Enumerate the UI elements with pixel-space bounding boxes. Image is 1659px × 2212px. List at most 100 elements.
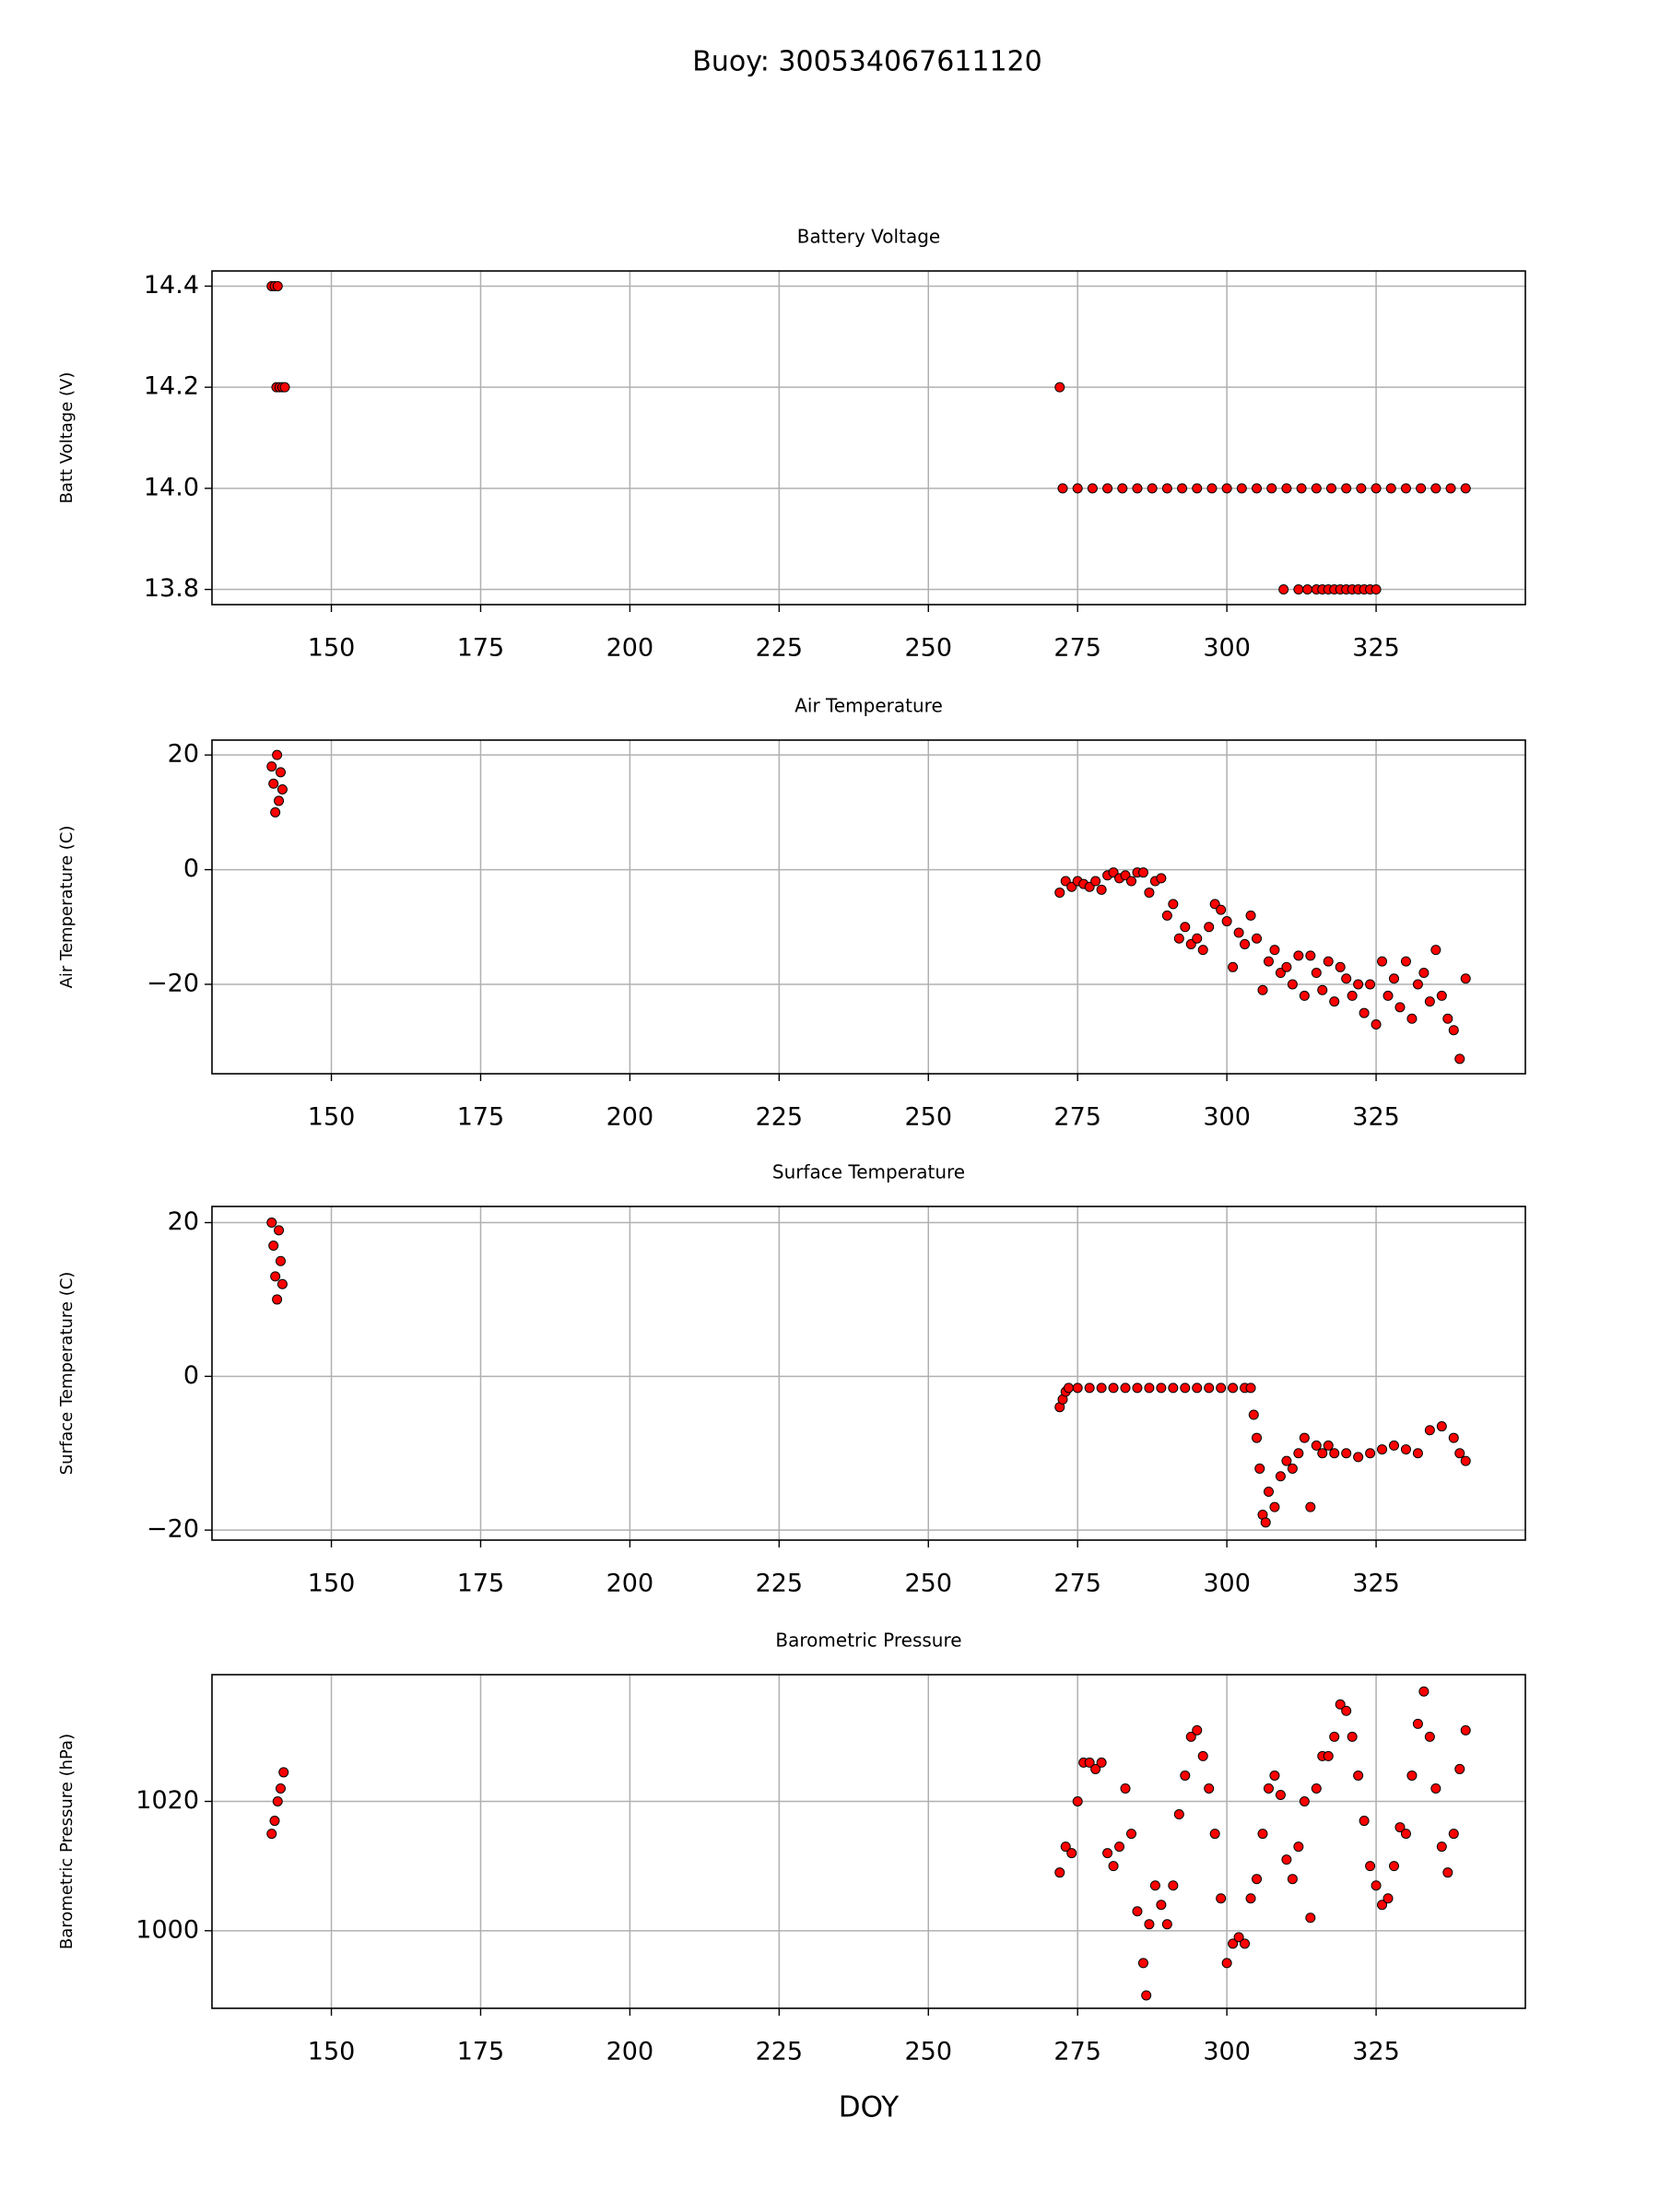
data-point	[272, 749, 283, 760]
x-tick-label: 150	[308, 634, 356, 663]
x-tick-label: 275	[1053, 1103, 1101, 1132]
data-point	[268, 1241, 279, 1252]
data-point	[1096, 1757, 1107, 1768]
data-point	[266, 1829, 277, 1840]
data-point	[1216, 1382, 1227, 1394]
data-point	[1353, 1770, 1364, 1781]
data-point	[1311, 483, 1322, 494]
data-point	[1054, 887, 1065, 898]
data-point	[1430, 483, 1441, 494]
data-point	[1240, 1938, 1251, 1949]
data-point	[1252, 1432, 1263, 1443]
data-point	[1102, 1848, 1113, 1859]
data-point	[1087, 483, 1098, 494]
data-point	[1228, 961, 1239, 972]
data-point	[1245, 1893, 1256, 1904]
x-tick-label: 175	[457, 2038, 505, 2066]
data-point	[1269, 1501, 1280, 1512]
data-point	[1072, 1796, 1083, 1807]
data-point	[1060, 1841, 1071, 1853]
data-point	[1406, 1770, 1418, 1781]
x-tick-label: 250	[904, 1103, 952, 1132]
data-point	[1412, 1448, 1423, 1459]
data-point	[1377, 956, 1388, 967]
data-point	[1204, 922, 1215, 933]
x-tick-label: 150	[308, 1570, 356, 1598]
data-point	[1400, 1444, 1411, 1455]
x-tick-label: 300	[1203, 1570, 1251, 1598]
data-point	[1132, 483, 1143, 494]
data-point	[1460, 483, 1471, 494]
data-point	[1263, 1783, 1274, 1794]
data-point	[1114, 1841, 1125, 1853]
data-point	[1102, 483, 1113, 494]
data-point	[1072, 483, 1083, 494]
data-point	[266, 761, 277, 772]
subplot: Air Temperature Air Temperature (C) 150 175…	[57, 695, 1526, 1132]
data-point	[1287, 1463, 1298, 1474]
data-point	[1161, 483, 1172, 494]
data-point	[1260, 1517, 1271, 1528]
data-point	[1382, 990, 1394, 1001]
x-tick-label: 225	[756, 1570, 804, 1598]
data-point	[1317, 984, 1328, 995]
y-axis-label: Air Temperature (C)	[57, 826, 76, 989]
x-tick-label: 275	[1053, 634, 1101, 663]
data-point	[1054, 1867, 1065, 1878]
data-point	[1353, 979, 1364, 990]
data-point	[1132, 1906, 1143, 1917]
y-axis-label: Surface Temperature (C)	[57, 1272, 76, 1476]
y-axis-label: Barometric Pressure (hPa)	[57, 1734, 76, 1949]
data-point	[1263, 1486, 1274, 1497]
data-point	[1090, 1763, 1101, 1774]
data-point	[1281, 483, 1292, 494]
data-point	[1257, 984, 1268, 995]
data-point	[1233, 1932, 1244, 1943]
x-tick-label: 250	[904, 634, 952, 663]
data-point	[1293, 1841, 1304, 1853]
data-point	[1192, 1724, 1203, 1735]
data-point	[1204, 1382, 1215, 1394]
data-point	[1382, 1893, 1394, 1904]
data-point	[1168, 899, 1179, 910]
data-point	[1072, 1382, 1083, 1394]
axes-frame	[211, 270, 1526, 606]
subplot: Surface Temperature Surface Temperature (…	[57, 1161, 1526, 1598]
data-point	[1144, 1382, 1155, 1394]
data-point	[1323, 1440, 1334, 1451]
data-point	[274, 1225, 285, 1236]
x-tick-label: 175	[457, 1103, 505, 1132]
data-point	[1341, 483, 1352, 494]
data-point	[1137, 867, 1148, 878]
data-point	[1057, 483, 1068, 494]
data-point	[1228, 1938, 1239, 1949]
data-point	[1424, 1731, 1435, 1742]
data-point	[1335, 961, 1346, 972]
data-point	[1156, 1382, 1167, 1394]
data-point	[1442, 1013, 1453, 1024]
x-tick-label: 300	[1203, 1103, 1251, 1132]
data-point	[1389, 1861, 1399, 1872]
data-point	[1416, 483, 1427, 494]
data-point	[1281, 1854, 1292, 1865]
data-point	[1192, 933, 1203, 944]
data-point	[1299, 1796, 1310, 1807]
data-point	[1371, 584, 1382, 595]
data-point	[275, 767, 286, 778]
data-point	[1185, 1731, 1196, 1742]
data-point	[1197, 1750, 1208, 1761]
data-point	[1365, 1861, 1376, 1872]
y-tick-label: 14.2	[144, 372, 199, 401]
data-point	[1252, 483, 1263, 494]
data-point	[1161, 910, 1172, 921]
data-point	[1180, 922, 1191, 933]
data-point	[266, 1218, 277, 1229]
data-point	[1293, 950, 1304, 961]
data-point	[1287, 1874, 1298, 1885]
data-point	[1329, 996, 1340, 1007]
data-point	[1347, 990, 1358, 1001]
x-tick-label: 325	[1352, 2038, 1400, 2066]
data-point	[1263, 956, 1274, 967]
data-point	[276, 783, 288, 794]
